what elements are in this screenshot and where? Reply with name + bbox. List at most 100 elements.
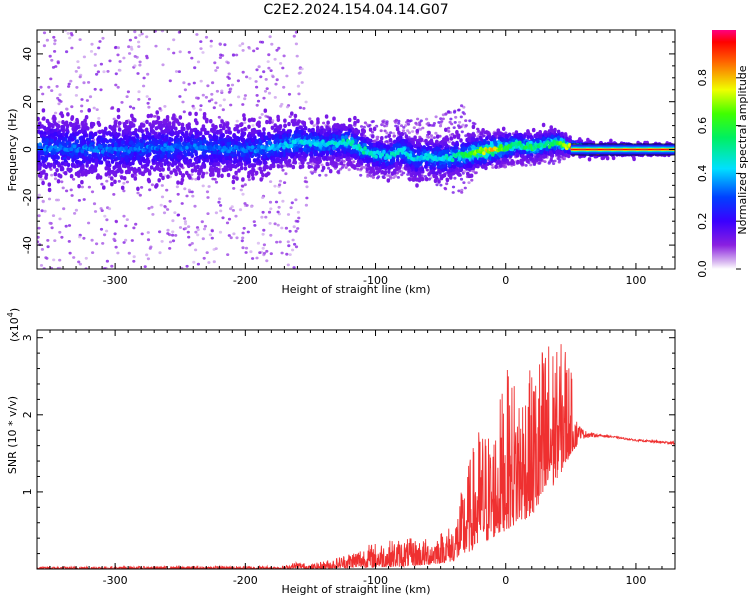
band-point	[124, 119, 129, 125]
scatter-point	[445, 182, 449, 186]
scatter-point	[195, 226, 200, 229]
scatter-point	[260, 40, 265, 44]
scatter-point	[281, 66, 285, 70]
band-point	[105, 131, 110, 136]
scatter-point	[57, 102, 61, 106]
scatter-point	[217, 200, 221, 204]
scatter-point	[241, 70, 245, 74]
scatter-point	[286, 213, 291, 216]
scatter-point	[140, 232, 144, 236]
scatter-point	[412, 126, 416, 129]
scatter-point	[287, 92, 292, 96]
scatter-point	[201, 237, 205, 241]
scatter-point	[105, 229, 109, 233]
scatter-point	[284, 172, 288, 176]
scatter-point	[269, 180, 273, 184]
scatter-point	[122, 56, 126, 60]
scatter-point	[276, 223, 280, 227]
scatter-point	[214, 69, 218, 72]
band-point	[130, 173, 135, 178]
scatter-point	[68, 251, 72, 255]
scatter-point	[256, 99, 261, 103]
scatter-point	[268, 35, 272, 39]
scatter-point	[78, 75, 82, 79]
scatter-point	[78, 262, 82, 266]
scatter-point	[166, 208, 170, 211]
scatter-point	[460, 191, 464, 194]
scatter-point	[95, 242, 99, 246]
scatter-point	[127, 251, 131, 255]
scatter-point	[127, 45, 131, 49]
scatter-point	[218, 42, 222, 46]
band-point	[220, 119, 224, 124]
scatter-point	[128, 52, 132, 55]
scatter-point	[145, 95, 149, 98]
scatter-point	[398, 169, 402, 173]
scatter-point	[137, 40, 141, 44]
scatter-point	[136, 191, 140, 195]
scatter-point	[238, 44, 242, 47]
scatter-point	[207, 99, 212, 103]
scatter-point	[187, 225, 191, 229]
scatter-point	[182, 110, 186, 114]
scatter-point	[290, 201, 294, 205]
scatter-point	[80, 104, 84, 108]
scatter-point	[241, 192, 245, 196]
scatter-point	[229, 207, 233, 211]
scatter-point	[50, 226, 54, 230]
scatter-point	[463, 170, 467, 173]
scatter-point	[96, 70, 100, 74]
scatter-point	[274, 82, 278, 86]
scatter-point	[381, 120, 385, 123]
scatter-point	[337, 171, 341, 175]
band-point	[180, 122, 185, 128]
scatter-point	[462, 105, 466, 109]
scatter-point	[292, 266, 296, 269]
scatter-point	[291, 248, 295, 252]
scatter-point	[97, 46, 101, 50]
scatter-point	[310, 162, 314, 166]
scatter-point	[103, 233, 107, 237]
band-point	[307, 164, 312, 169]
scatter-point	[67, 85, 71, 88]
band-point	[241, 177, 245, 182]
scatter-point	[254, 80, 258, 83]
scatter-point	[459, 125, 463, 129]
scatter-point	[196, 60, 201, 64]
scatter-point	[162, 211, 167, 215]
band-point	[116, 108, 121, 113]
scatter-point	[65, 189, 69, 193]
scatter-point	[275, 48, 279, 52]
scatter-point	[122, 189, 126, 193]
scatter-point	[204, 95, 208, 99]
scatter-point	[300, 67, 304, 71]
scatter-point	[160, 184, 164, 187]
scatter-point	[283, 181, 287, 185]
scatter-point	[421, 126, 425, 130]
band-point	[328, 169, 333, 174]
scatter-point	[124, 238, 128, 242]
scatter-point	[209, 44, 213, 48]
scatter-point	[40, 248, 45, 251]
scatter-point	[72, 177, 76, 181]
band-point	[424, 138, 428, 144]
scatter-point	[226, 61, 230, 65]
scatter-point	[207, 185, 211, 188]
scatter-point	[285, 74, 289, 78]
band-point	[65, 123, 70, 129]
scatter-point	[262, 228, 266, 232]
scatter-point	[397, 119, 401, 123]
band-point	[371, 134, 375, 139]
band-point	[188, 111, 192, 116]
scatter-point	[201, 184, 205, 188]
scatter-point	[184, 227, 188, 230]
band-point	[66, 162, 71, 168]
scatter-point	[198, 108, 203, 112]
scatter-point	[190, 242, 194, 245]
band-point	[240, 128, 244, 133]
scatter-point	[255, 85, 259, 89]
scatter-point	[440, 120, 444, 123]
scatter-point	[148, 188, 152, 192]
scatter-point	[241, 42, 245, 46]
